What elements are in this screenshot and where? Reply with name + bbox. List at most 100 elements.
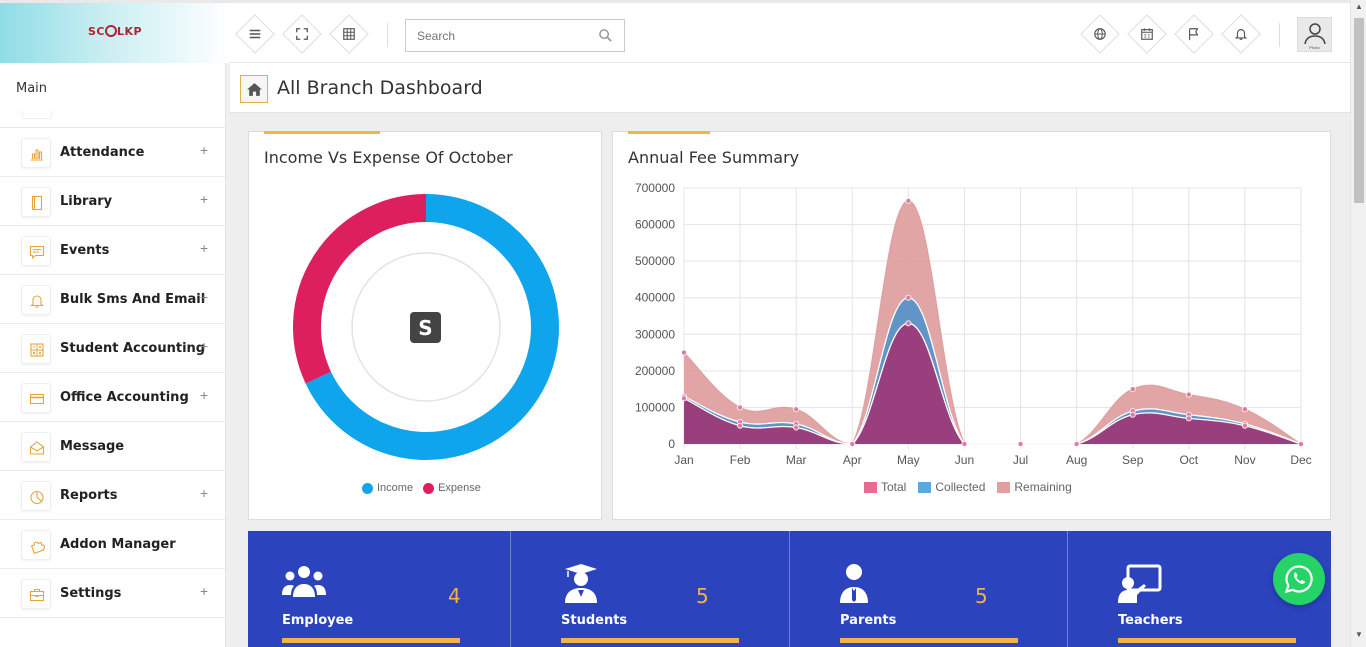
sidebar-item-settings[interactable]: Settings + bbox=[0, 569, 225, 618]
card-accent bbox=[628, 131, 710, 134]
point-total[interactable] bbox=[961, 440, 968, 447]
area-remaining bbox=[684, 200, 1301, 444]
scrollbar-thumb[interactable] bbox=[1354, 18, 1364, 203]
sidebar-item-label: Student Accounting bbox=[60, 341, 206, 356]
stat-teachers[interactable]: Teachers bbox=[1084, 531, 1331, 647]
point-total[interactable] bbox=[793, 424, 800, 431]
legend-remaining[interactable]: Remaining bbox=[997, 480, 1072, 494]
point-total[interactable] bbox=[1129, 411, 1136, 418]
legend-label: Total bbox=[881, 480, 907, 494]
credit-card-icon bbox=[29, 393, 45, 405]
sidebar-icon-box bbox=[21, 383, 51, 413]
point-total[interactable] bbox=[681, 395, 688, 402]
stat-divider bbox=[789, 531, 790, 647]
point-total[interactable] bbox=[1241, 422, 1248, 429]
sidebar-item-events[interactable]: Events + bbox=[0, 226, 225, 275]
home-button[interactable] bbox=[240, 75, 268, 103]
legend-total[interactable]: Total bbox=[864, 480, 906, 494]
point-total[interactable] bbox=[1073, 440, 1080, 447]
language-button[interactable] bbox=[1080, 14, 1120, 54]
parent-icon bbox=[840, 564, 868, 603]
annual-fee-card: Annual Fee Summary 0 100000 200000 300000 40… bbox=[612, 131, 1331, 520]
expand-plus-icon[interactable]: + bbox=[200, 583, 209, 599]
point-total[interactable] bbox=[849, 440, 856, 447]
search-input[interactable] bbox=[406, 20, 586, 51]
grid-icon bbox=[343, 28, 355, 40]
whatsapp-chat-button[interactable] bbox=[1273, 553, 1325, 605]
point-remaining[interactable] bbox=[1129, 386, 1136, 393]
y-tick-label: 0 bbox=[668, 437, 675, 451]
point-remaining[interactable] bbox=[793, 406, 800, 413]
page-scrollbar[interactable]: ▲ ▼ bbox=[1350, 0, 1366, 647]
sidebar-item-addon-manager[interactable]: Addon Manager bbox=[0, 520, 225, 569]
school-logo[interactable]: SC LKP bbox=[88, 25, 143, 38]
point-total[interactable] bbox=[1298, 440, 1305, 447]
donut-slice-income[interactable] bbox=[305, 194, 559, 460]
sidebar-item-bulk-sms-email[interactable]: Bulk Sms And Email + bbox=[0, 275, 225, 324]
sidebar-icon-box bbox=[21, 481, 51, 511]
expand-plus-icon[interactable]: + bbox=[200, 338, 209, 354]
notifications-button[interactable] bbox=[1221, 14, 1261, 54]
search-box[interactable] bbox=[405, 19, 625, 52]
teacher-board-icon bbox=[1118, 564, 1162, 603]
bell-icon bbox=[1234, 29, 1248, 40]
point-total[interactable] bbox=[1185, 415, 1192, 422]
point-remaining[interactable] bbox=[1241, 406, 1248, 413]
point-collected[interactable] bbox=[905, 294, 912, 301]
bar-chart-icon bbox=[31, 149, 43, 161]
stat-employee[interactable]: 4 Employee bbox=[248, 531, 510, 647]
expand-plus-icon[interactable]: + bbox=[200, 240, 209, 256]
point-total[interactable] bbox=[905, 320, 912, 327]
sidebar-icon-box bbox=[21, 236, 51, 266]
sidebar-item-label: Bulk Sms And Email bbox=[60, 292, 206, 307]
stat-label: Parents bbox=[840, 613, 897, 628]
stat-parents[interactable]: 5 Parents bbox=[806, 531, 1068, 647]
legend-label: Expense bbox=[438, 482, 481, 494]
user-avatar[interactable]: Photo bbox=[1297, 17, 1332, 52]
sidebar-divider bbox=[0, 127, 225, 128]
sidebar-item-attendance[interactable]: Attendance + bbox=[0, 128, 225, 177]
apps-grid-button[interactable] bbox=[329, 14, 369, 54]
sidebar-item-library[interactable]: Library + bbox=[0, 177, 225, 226]
donut-slice-expense[interactable] bbox=[293, 194, 427, 384]
legend-collected[interactable]: Collected bbox=[918, 480, 985, 494]
y-tick-label: 200000 bbox=[635, 364, 675, 378]
expand-plus-icon[interactable]: + bbox=[200, 142, 209, 158]
sidebar-item-student-accounting[interactable]: Student Accounting + bbox=[0, 324, 225, 373]
scroll-down-arrow-icon[interactable]: ▼ bbox=[1355, 630, 1363, 639]
center-logo-icon bbox=[410, 312, 441, 343]
calendar-button[interactable] bbox=[1127, 14, 1167, 54]
menu-toggle-button[interactable] bbox=[235, 14, 275, 54]
legend-expense[interactable]: Expense bbox=[423, 482, 481, 494]
expand-plus-icon[interactable]: + bbox=[200, 289, 209, 305]
expand-plus-icon[interactable]: + bbox=[200, 485, 209, 501]
expand-plus-icon[interactable]: + bbox=[200, 387, 209, 403]
flag-button[interactable] bbox=[1174, 14, 1214, 54]
legend-income[interactable]: Income bbox=[362, 482, 413, 494]
point-remaining[interactable] bbox=[905, 197, 912, 204]
sidebar-item-reports[interactable]: Reports + bbox=[0, 471, 225, 520]
search-icon[interactable] bbox=[598, 28, 613, 43]
area-legend: Total Collected Remaining bbox=[864, 480, 1072, 494]
x-tick-label: Jul bbox=[1013, 453, 1028, 467]
stat-students[interactable]: 5 Students bbox=[527, 531, 789, 647]
point-total[interactable] bbox=[737, 422, 744, 429]
point-remaining[interactable] bbox=[681, 349, 688, 356]
point-remaining[interactable] bbox=[737, 404, 744, 411]
page-title: All Branch Dashboard bbox=[277, 77, 483, 99]
point-total[interactable] bbox=[1017, 440, 1024, 447]
puzzle-icon bbox=[30, 541, 45, 554]
point-remaining[interactable] bbox=[1185, 391, 1192, 398]
stat-value: 5 bbox=[975, 584, 988, 608]
stat-divider bbox=[1067, 531, 1068, 647]
sidebar-item-partial[interactable] bbox=[22, 111, 52, 119]
expand-plus-icon[interactable]: + bbox=[200, 191, 209, 207]
fullscreen-button[interactable] bbox=[282, 14, 322, 54]
chat-icon bbox=[29, 245, 45, 260]
sidebar-item-office-accounting[interactable]: Office Accounting + bbox=[0, 373, 225, 422]
sidebar-item-label: Events bbox=[60, 243, 110, 258]
sidebar-item-message[interactable]: Message bbox=[0, 422, 225, 471]
scroll-up-arrow-icon[interactable]: ▲ bbox=[1355, 2, 1363, 11]
center-logo-glyph: S bbox=[418, 316, 432, 340]
